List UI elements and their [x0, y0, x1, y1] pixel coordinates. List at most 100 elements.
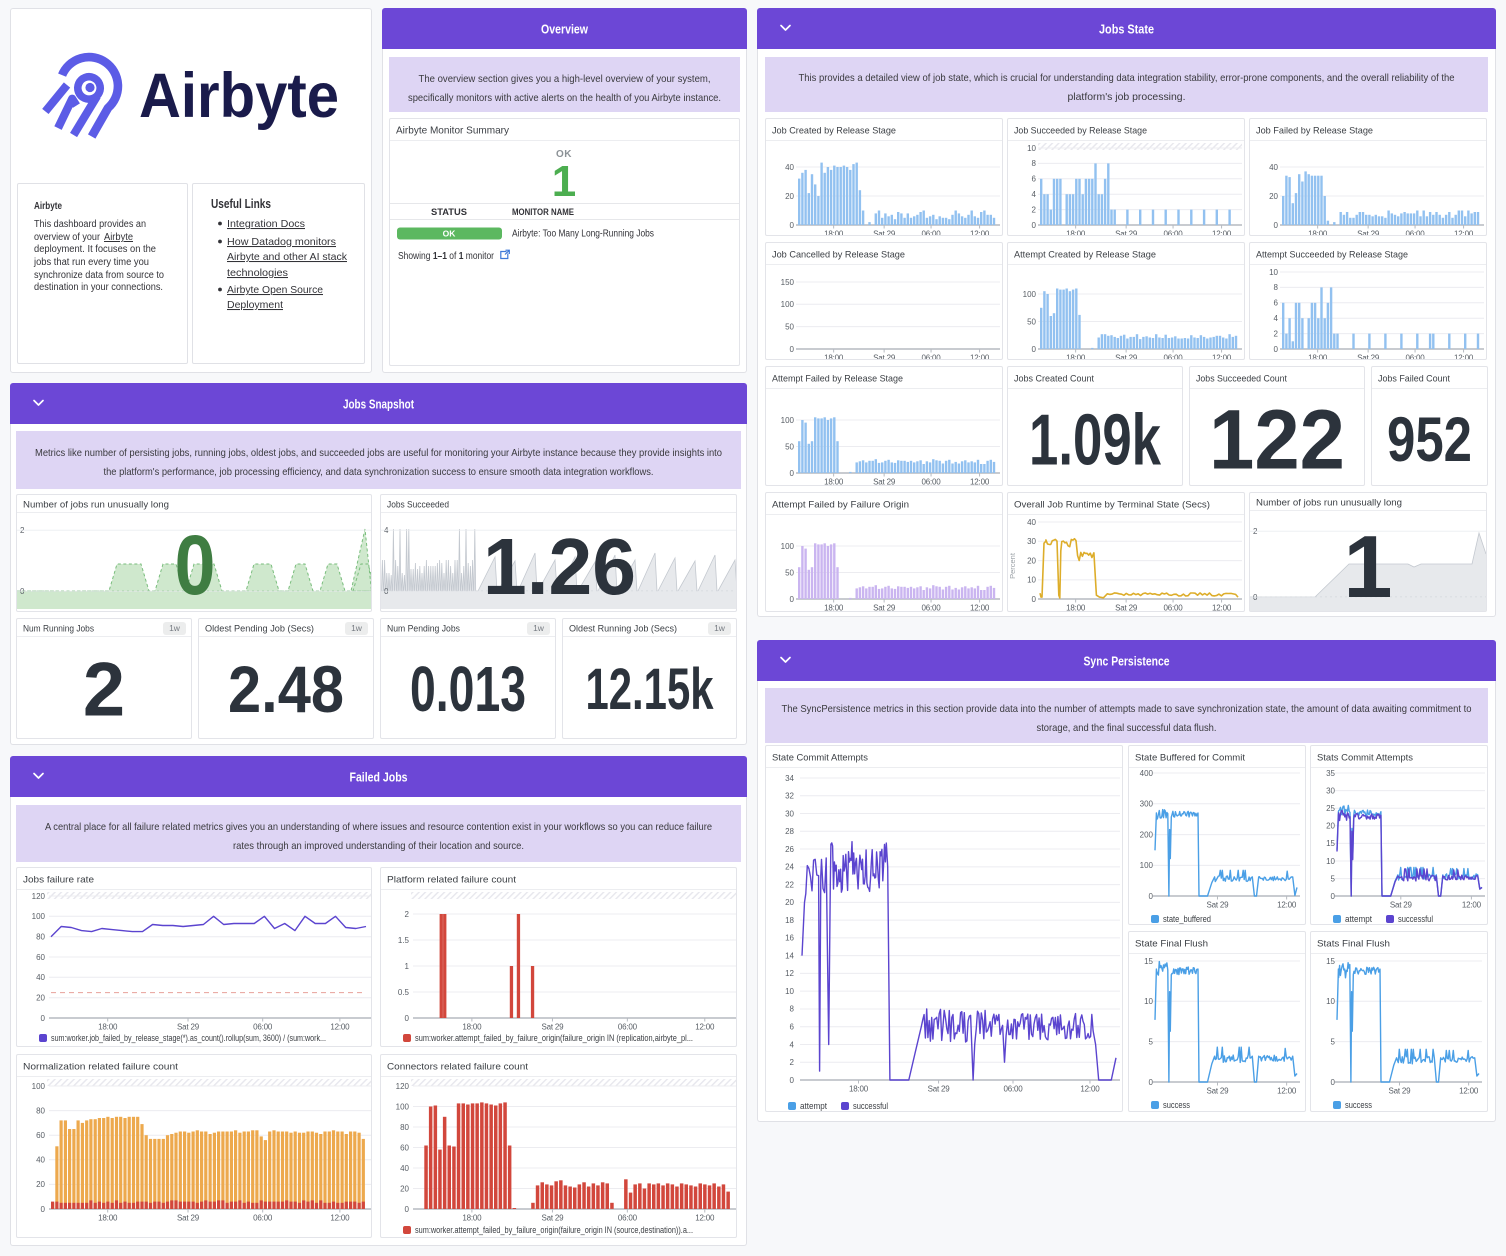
svg-text:30: 30: [1027, 537, 1036, 546]
svg-text:28: 28: [785, 827, 794, 836]
svg-text:Sat 29: Sat 29: [1357, 354, 1380, 360]
svg-text:the platform's performance, jo: the platform's performance, job processi…: [104, 467, 654, 478]
svg-text:06:00: 06:00: [1164, 604, 1184, 612]
svg-text:40: 40: [36, 973, 45, 982]
svg-text:120: 120: [396, 1082, 410, 1091]
svg-text:18:00: 18:00: [1308, 354, 1328, 360]
svg-text:0: 0: [790, 595, 795, 604]
svg-text:0.5: 0.5: [398, 988, 410, 997]
svg-text:1.26: 1.26: [483, 522, 636, 609]
svg-text:Jobs State: Jobs State: [1099, 22, 1154, 37]
svg-text:Jobs Created Count: Jobs Created Count: [1014, 374, 1094, 385]
svg-text:15: 15: [1326, 957, 1335, 966]
svg-text:OK: OK: [556, 149, 572, 160]
svg-text:Sat 29: Sat 29: [1390, 901, 1413, 910]
svg-text:20: 20: [1027, 556, 1036, 565]
svg-text:0: 0: [1032, 345, 1037, 354]
svg-text:technologies: technologies: [227, 267, 288, 279]
svg-text:06:00: 06:00: [922, 478, 942, 486]
svg-text:10: 10: [1144, 997, 1153, 1006]
svg-text:Sat 29: Sat 29: [1115, 354, 1138, 360]
svg-text:18: 18: [785, 916, 794, 925]
svg-text:18:00: 18:00: [98, 1214, 118, 1223]
svg-text:0: 0: [1331, 1078, 1336, 1087]
svg-text:40: 40: [36, 1156, 45, 1165]
svg-text:1.09k: 1.09k: [1029, 400, 1162, 480]
svg-text:8: 8: [1274, 283, 1279, 292]
svg-text:32: 32: [785, 792, 794, 801]
svg-text:State Commit Attempts: State Commit Attempts: [772, 753, 868, 764]
svg-text:Number of jobs run unusually l: Number of jobs run unusually long: [1256, 498, 1402, 509]
svg-text:Showing 1–1 of 1 monitor: Showing 1–1 of 1 monitor: [398, 251, 495, 262]
svg-text:Sat 29: Sat 29: [873, 354, 896, 360]
svg-text:Airbyte Monitor Summary: Airbyte Monitor Summary: [396, 125, 510, 137]
svg-text:40: 40: [785, 163, 794, 172]
svg-text:10: 10: [1269, 268, 1278, 277]
svg-text:1.5: 1.5: [398, 936, 410, 945]
svg-text:15: 15: [1326, 839, 1335, 848]
svg-text:Sat 29: Sat 29: [1207, 1087, 1230, 1096]
svg-text:Sat 29: Sat 29: [1207, 901, 1230, 910]
svg-text:2: 2: [83, 647, 125, 732]
svg-text:10: 10: [1326, 857, 1335, 866]
svg-text:12:00: 12:00: [1080, 1085, 1100, 1094]
svg-text:attempt: attempt: [1345, 914, 1372, 924]
svg-text:2: 2: [405, 910, 410, 919]
svg-text:12:00: 12:00: [970, 230, 990, 236]
svg-text:0: 0: [790, 221, 795, 230]
svg-text:Jobs failure rate: Jobs failure rate: [23, 875, 94, 886]
svg-text:Attempt Succeeded by Release S: Attempt Succeeded by Release Stage: [1256, 250, 1408, 261]
svg-text:0: 0: [405, 1014, 410, 1023]
svg-text:12:00: 12:00: [1212, 604, 1232, 612]
svg-text:0: 0: [1331, 892, 1336, 901]
svg-text:100: 100: [781, 416, 795, 425]
svg-text:Sat 29: Sat 29: [873, 478, 896, 486]
svg-text:122: 122: [1209, 393, 1345, 485]
svg-text:4: 4: [1274, 314, 1279, 323]
svg-text:150: 150: [781, 278, 795, 287]
svg-text:60: 60: [36, 953, 45, 962]
svg-text:0: 0: [790, 469, 795, 478]
svg-text:Attempt Failed by Release Stag: Attempt Failed by Release Stage: [772, 374, 903, 385]
svg-text:20: 20: [785, 192, 794, 201]
svg-text:15: 15: [1144, 957, 1153, 966]
svg-text:Num Pending Jobs: Num Pending Jobs: [387, 624, 460, 635]
svg-text:60: 60: [400, 1143, 409, 1152]
svg-text:MONITOR NAME: MONITOR NAME: [512, 207, 574, 217]
svg-text:Jobs Succeeded Count: Jobs Succeeded Count: [1196, 374, 1287, 385]
svg-text:12:00: 12:00: [330, 1023, 350, 1032]
svg-text:1: 1: [405, 962, 410, 971]
svg-text:0: 0: [41, 1014, 46, 1023]
svg-text:18:00: 18:00: [462, 1023, 482, 1032]
svg-text:06:00: 06:00: [922, 604, 942, 612]
svg-text:100: 100: [396, 1102, 410, 1111]
svg-text:06:00: 06:00: [618, 1214, 638, 1223]
svg-text:2: 2: [1274, 329, 1279, 338]
svg-text:50: 50: [785, 568, 794, 577]
svg-text:12:00: 12:00: [970, 354, 990, 360]
svg-text:This dashboard provides an: This dashboard provides an: [34, 219, 146, 230]
svg-text:80: 80: [36, 933, 45, 942]
svg-text:18:00: 18:00: [824, 354, 844, 360]
svg-text:0: 0: [1274, 221, 1279, 230]
svg-text:0: 0: [175, 518, 216, 609]
svg-text:Sat 29: Sat 29: [873, 230, 896, 236]
svg-text:Airbyte: Airbyte: [34, 201, 62, 212]
svg-text:Sat 29: Sat 29: [541, 1023, 564, 1032]
svg-text:Useful Links: Useful Links: [211, 197, 271, 211]
svg-text:Sat 29: Sat 29: [1115, 230, 1138, 236]
svg-text:12:00: 12:00: [1459, 1087, 1479, 1096]
svg-text:Percent: Percent: [1008, 552, 1017, 579]
svg-text:18:00: 18:00: [98, 1023, 118, 1032]
svg-text:06:00: 06:00: [922, 354, 942, 360]
svg-text:12:00: 12:00: [970, 604, 990, 612]
svg-text:8: 8: [1032, 159, 1037, 168]
svg-text:success: success: [1163, 1100, 1190, 1110]
svg-text:8: 8: [790, 1005, 795, 1014]
svg-text:5: 5: [1149, 1037, 1154, 1046]
svg-text:400: 400: [1140, 769, 1154, 778]
svg-text:success: success: [1345, 1100, 1372, 1110]
svg-text:Jobs Succeeded: Jobs Succeeded: [387, 500, 449, 511]
svg-text:2.48: 2.48: [228, 652, 344, 726]
svg-text:Job Succeeded by Release Stage: Job Succeeded by Release Stage: [1014, 126, 1147, 137]
